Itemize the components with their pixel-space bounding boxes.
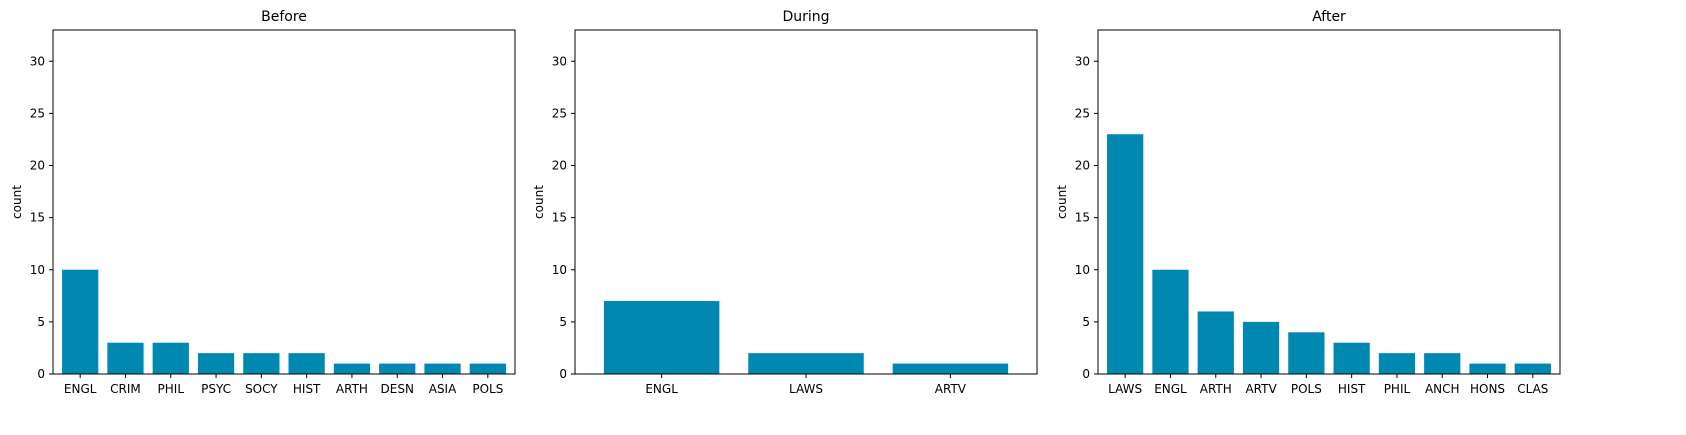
before-x-tick-label: CRIM [110, 382, 141, 396]
during-x-tick-label: LAWS [789, 382, 823, 396]
during-y-tick-label: 0 [559, 367, 567, 381]
during-x-tick-label: ARTV [935, 382, 967, 396]
during-y-tick-label: 5 [559, 315, 567, 329]
after-bar-anch [1424, 353, 1461, 374]
after-axes-frame [1097, 29, 1561, 375]
after-x-tick-label: ARTV [1245, 382, 1277, 396]
before-x-tick-label: PHIL [158, 382, 185, 396]
during-y-tick-label: 15 [552, 211, 567, 225]
during-y-tick-label: 25 [552, 106, 567, 120]
during-y-tick-label: 10 [552, 263, 567, 277]
after-x-tick-label: HIST [1338, 382, 1366, 396]
after-x-tick-label: ANCH [1425, 382, 1460, 396]
after-bar-hist [1333, 342, 1370, 374]
before-x-tick-label: POLS [472, 382, 503, 396]
during-y-tick-label: 30 [552, 54, 567, 68]
after-bar-pols [1288, 332, 1325, 374]
after-x-tick-label: LAWS [1108, 382, 1142, 396]
after-x-tick-label: HONS [1470, 382, 1505, 396]
after-chart-title: After [1312, 9, 1346, 25]
after-y-tick-label: 30 [1075, 54, 1090, 68]
after-x-tick-label: PHIL [1384, 382, 1411, 396]
after-y-tick-label: 10 [1075, 263, 1090, 277]
before-y-tick-label: 10 [30, 263, 45, 277]
before-axes-frame [52, 29, 516, 375]
before-y-tick-label: 5 [37, 315, 45, 329]
before-x-tick-label: HIST [293, 382, 321, 396]
before-bar-socy [243, 353, 280, 374]
during-y-tick-label: 20 [552, 159, 567, 173]
after-y-tick-label: 15 [1075, 211, 1090, 225]
before-bar-engl [62, 269, 99, 374]
before-bar-arth [333, 363, 371, 374]
before-x-tick-label: ENGL [64, 382, 97, 396]
before-x-tick-label: DESN [381, 382, 414, 396]
after-chart-y-axis-label: count [1055, 185, 1069, 219]
before-chart-y-axis-label: count [10, 185, 24, 219]
after-x-tick-label: ENGL [1154, 382, 1187, 396]
during-bar-artv [892, 363, 1009, 374]
after-x-tick-label: ARTH [1200, 382, 1232, 396]
before-y-tick-label: 20 [30, 159, 45, 173]
during-axes-frame [574, 29, 1038, 375]
before-bar-crim [107, 342, 144, 374]
during-chart-y-axis-label: count [532, 185, 546, 219]
before-bar-desn [379, 363, 416, 374]
before-x-tick-label: ARTH [336, 382, 368, 396]
before-chart-title: Before [261, 9, 307, 25]
before-x-tick-label: ASIA [429, 382, 457, 396]
before-y-tick-label: 15 [30, 211, 45, 225]
after-bar-engl [1152, 269, 1189, 374]
during-bar-laws [748, 353, 864, 374]
after-chart-panel: After count 0 5 10 15 20 25 30 LAWS ENGL ARTH ARTV… [1055, 9, 1561, 396]
before-y-tick-label: 0 [37, 367, 45, 381]
after-bar-laws [1107, 134, 1144, 374]
after-bar-phil [1378, 353, 1416, 374]
before-x-tick-label: PSYC [201, 382, 231, 396]
before-bar-hist [288, 353, 325, 374]
after-x-tick-label: POLS [1291, 382, 1322, 396]
after-y-tick-label: 25 [1075, 106, 1090, 120]
before-bar-pols [469, 363, 506, 374]
during-x-tick-label: ENGL [645, 382, 678, 396]
before-bar-asia [424, 363, 461, 374]
after-y-tick-label: 20 [1075, 159, 1090, 173]
before-chart-panel: Before count 0 5 10 15 20 25 30 ENGL CRIM PHIL PSY… [10, 9, 516, 396]
before-x-tick-label: SOCY [245, 382, 278, 396]
before-bar-psyc [197, 353, 235, 374]
during-bar-engl [603, 301, 720, 374]
during-chart-title: During [782, 9, 829, 25]
before-y-tick-label: 25 [30, 106, 45, 120]
before-bar-phil [152, 342, 189, 374]
after-y-tick-label: 5 [1082, 315, 1090, 329]
before-y-tick-label: 30 [30, 54, 45, 68]
after-x-tick-label: CLAS [1517, 382, 1548, 396]
during-chart-panel: During count 0 5 10 15 20 25 30 ENGL LAWS ARTV [532, 9, 1038, 396]
after-bar-arth [1197, 311, 1234, 374]
after-bar-artv [1242, 321, 1280, 374]
after-bar-hons [1469, 363, 1506, 374]
after-y-tick-label: 0 [1082, 367, 1090, 381]
after-bar-clas [1514, 363, 1551, 374]
